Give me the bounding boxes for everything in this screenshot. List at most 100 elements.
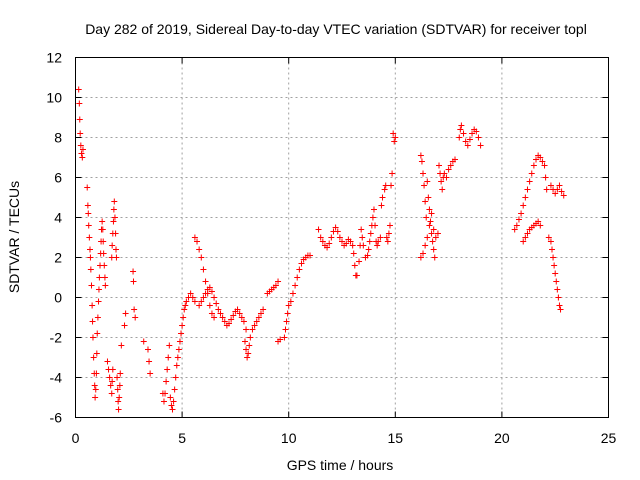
data-point: [550, 254, 557, 261]
data-point: [353, 272, 360, 279]
data-point: [555, 294, 562, 301]
data-point: [553, 278, 560, 285]
data-point: [208, 288, 215, 295]
data-point: [430, 226, 437, 233]
data-point: [420, 250, 427, 257]
data-point: [332, 224, 339, 231]
data-point: [281, 334, 288, 341]
data-point: [477, 142, 484, 149]
data-point: [173, 362, 180, 369]
data-point: [241, 338, 248, 345]
y-tick-label: 0: [54, 290, 62, 306]
data-point: [556, 182, 563, 189]
data-point: [146, 358, 153, 365]
data-point: [76, 100, 83, 107]
data-point: [238, 314, 245, 321]
data-point: [114, 386, 121, 393]
data-point: [163, 378, 170, 385]
data-point: [422, 242, 429, 249]
data-point: [328, 234, 335, 241]
data-point: [425, 194, 432, 201]
data-point: [282, 326, 289, 333]
data-point: [86, 246, 93, 253]
data-point: [424, 234, 431, 241]
data-point: [392, 134, 399, 141]
data-point: [110, 206, 117, 213]
data-point: [445, 166, 452, 173]
data-point: [257, 310, 264, 317]
data-point: [75, 86, 82, 93]
data-point: [96, 274, 103, 281]
data-point: [554, 286, 561, 293]
data-point: [554, 186, 561, 193]
data-point: [272, 282, 279, 289]
data-point: [99, 218, 106, 225]
data-point: [432, 234, 439, 241]
data-point: [114, 374, 121, 381]
data-point: [533, 156, 540, 163]
plot-frame: [75, 57, 609, 418]
data-point: [91, 382, 98, 389]
data-point: [365, 246, 372, 253]
y-tick-label: 12: [46, 50, 62, 66]
data-point: [230, 312, 237, 319]
data-point: [244, 354, 251, 361]
data-point: [283, 318, 290, 325]
data-point: [169, 406, 176, 413]
data-point: [240, 318, 247, 325]
data-point: [179, 322, 186, 329]
data-point: [93, 370, 100, 377]
data-point: [366, 238, 373, 245]
data-point: [106, 374, 113, 381]
data-point: [526, 178, 533, 185]
data-point: [109, 378, 116, 385]
data-point: [140, 338, 147, 345]
data-point: [144, 346, 151, 353]
data-point: [426, 222, 433, 229]
data-point: [108, 390, 115, 397]
chart-title: Day 282 of 2019, Sidereal Day-to-day VTE…: [85, 21, 587, 37]
data-point: [427, 218, 434, 225]
data-point: [189, 294, 196, 301]
data-point: [92, 386, 99, 393]
data-point: [424, 178, 431, 185]
data-point: [466, 136, 473, 143]
data-point: [296, 266, 303, 273]
data-point: [343, 240, 350, 247]
data-point: [417, 152, 424, 159]
data-point: [543, 186, 550, 193]
data-point: [107, 382, 114, 389]
data-point: [369, 214, 376, 221]
data-point: [423, 214, 430, 221]
data-point: [78, 150, 85, 157]
data-point: [219, 314, 226, 321]
x-tick-label: 0: [72, 430, 80, 446]
axis-ticks: 0 5 10 15 20 25 -6 -4 -2 0 2 4 6 8 10 12: [46, 50, 616, 447]
data-point: [196, 246, 203, 253]
data-point: [520, 202, 527, 209]
data-point: [77, 130, 84, 137]
data-point: [560, 192, 567, 199]
data-point: [359, 234, 366, 241]
data-point: [549, 246, 556, 253]
y-tick-label: 6: [54, 170, 62, 186]
data-point: [245, 350, 252, 357]
data-points: [75, 86, 567, 413]
data-point: [131, 306, 138, 313]
data-point: [417, 254, 424, 261]
data-point: [84, 202, 91, 209]
data-point: [77, 142, 84, 149]
y-tick-label: 10: [46, 90, 62, 106]
data-point: [382, 182, 389, 189]
data-point: [350, 250, 357, 257]
data-point: [251, 322, 258, 329]
data-point: [243, 326, 250, 333]
data-point: [456, 134, 463, 141]
data-point: [391, 138, 398, 145]
data-point: [109, 366, 116, 373]
data-point: [200, 266, 207, 273]
data-point: [191, 234, 198, 241]
data-point: [464, 142, 471, 149]
data-point: [191, 298, 198, 305]
